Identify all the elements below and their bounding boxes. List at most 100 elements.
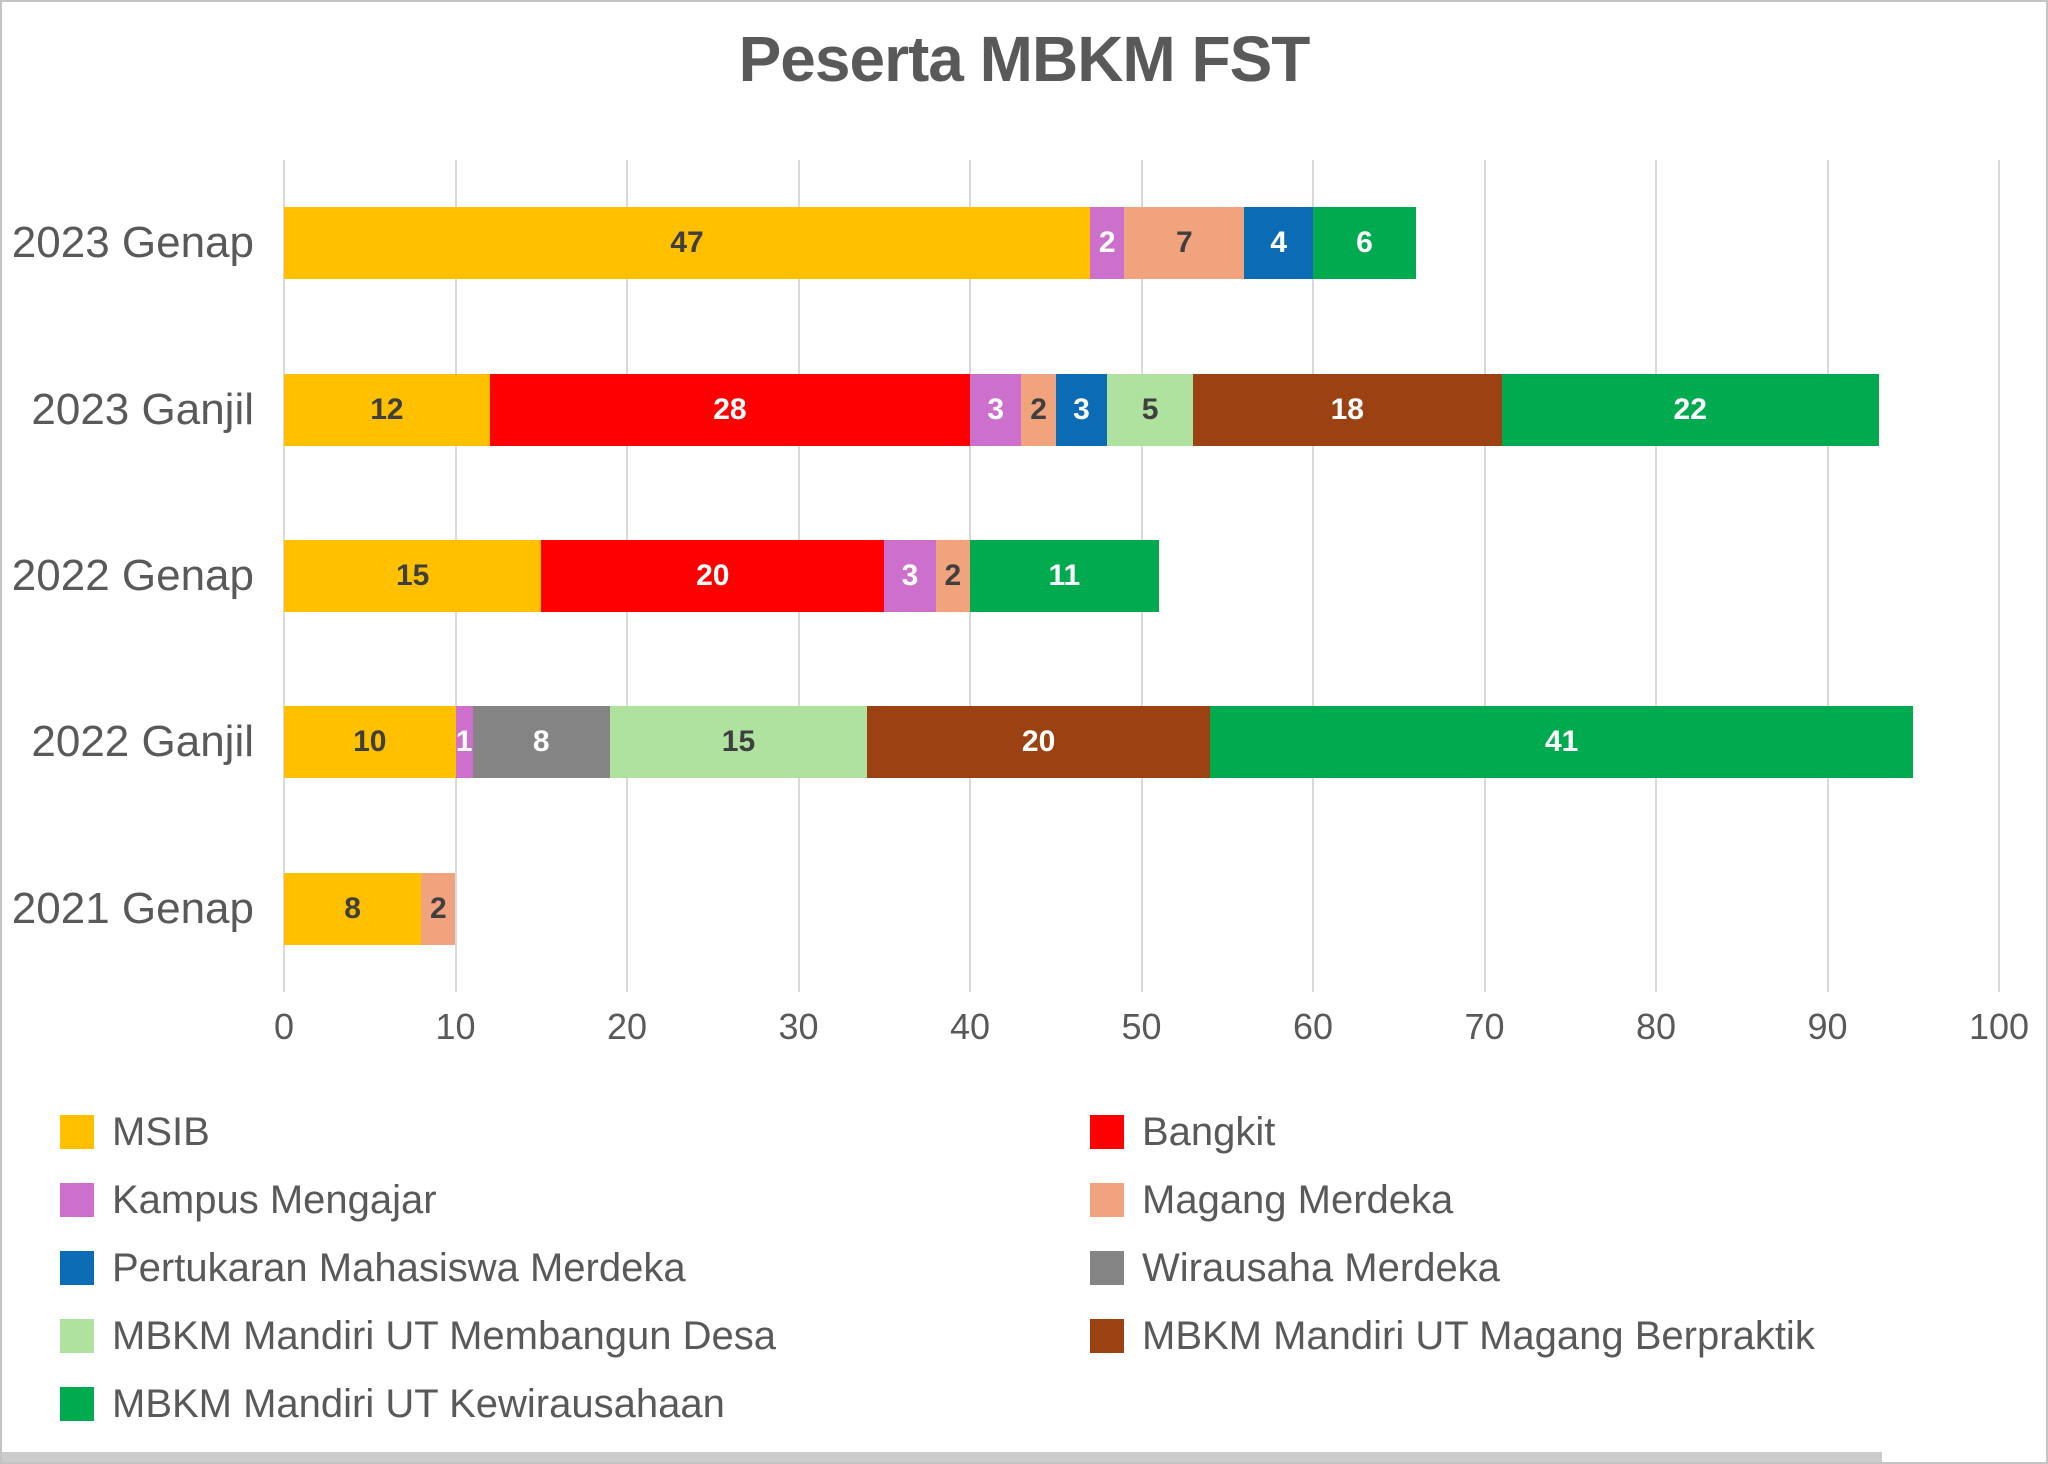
x-axis-tick-label: 60 [1292, 1006, 1334, 1047]
bar-segment-value: 3 [1073, 392, 1090, 426]
y-axis-category-label: 2023 Ganjil [31, 384, 254, 434]
x-axis-tick-label: 10 [435, 1006, 476, 1047]
legend-item-label: Bangkit [1142, 1109, 1276, 1154]
bar-segment: 47 [284, 207, 1091, 280]
bar-segment-value: 6 [1356, 226, 1373, 260]
legend-item: MBKM Mandiri UT Kewirausahaan [60, 1370, 1090, 1438]
bar-segment-value: 12 [370, 392, 404, 426]
bar-segment-value: 2 [429, 891, 447, 925]
legend-item-label: MSIB [112, 1109, 210, 1154]
bar-segment-value: 3 [901, 559, 919, 592]
legend-item-label: Magang Merdeka [1142, 1177, 1454, 1222]
x-axis-tick-label: 40 [949, 1006, 991, 1047]
bar-segment: 41 [1210, 706, 1914, 779]
bar-segment-value: 47 [670, 226, 704, 260]
x-axis-tick-label: 70 [1464, 1006, 1505, 1047]
bar-segment-value: 11 [1048, 559, 1081, 592]
gridline [1483, 160, 1486, 992]
x-axis-tick-label: 100 [1968, 1006, 2030, 1047]
bar-segment-value: 20 [1021, 725, 1056, 759]
chart-legend: MSIB Bangkit Kampus Mengajar Magang Merdeka… [60, 1098, 2026, 1438]
bar-segment: 2 [1090, 207, 1125, 280]
legend-item-label: MBKM Mandiri UT Kewirausahaan [112, 1381, 725, 1426]
bar-segment: 15 [609, 706, 868, 779]
y-axis-category-label: 2021 Genap [11, 883, 254, 933]
bar-segment: 20 [867, 706, 1211, 779]
bar-segment-value: 8 [532, 725, 550, 759]
bar-segment-value: 41 [1544, 725, 1579, 759]
legend-item-label: MBKM Mandiri UT Magang Berpraktik [1142, 1313, 1815, 1358]
legend-swatch-icon [60, 1387, 94, 1421]
bar-segment-value: 10 [353, 725, 387, 759]
legend-item: MBKM Mandiri UT Magang Berpraktik [1090, 1302, 2026, 1370]
x-axis-tick-label: 50 [1121, 1006, 1162, 1047]
gridline [1826, 160, 1829, 992]
bar-segment-value: 5 [1141, 392, 1159, 426]
bottom-scrollbar-strip[interactable] [2, 1452, 1882, 1462]
gridline [1655, 160, 1657, 992]
bar-segment-value: 1 [455, 725, 473, 759]
bar-segment: 10 [284, 706, 456, 779]
bar-segment-value: 2 [1098, 226, 1116, 260]
x-axis-tick-labels: 0 10 20 30 40 50 60 70 80 90 100 [274, 1006, 2029, 1056]
bar-segment-value: 15 [395, 559, 430, 592]
legend-item-label: Wirausaha Merdeka [1142, 1245, 1500, 1290]
x-axis-tick-label: 90 [1807, 1006, 1848, 1047]
bar-segment: 18 [1192, 373, 1502, 446]
bar-segment: 12 [284, 373, 490, 446]
bar-segment: 15 [284, 540, 542, 612]
y-axis-category-label: 2022 Ganjil [31, 717, 254, 767]
legend-swatch-icon [60, 1319, 94, 1353]
bar-segment-value: 8 [344, 891, 361, 925]
bar-segment: 2 [935, 540, 970, 612]
legend-item: Kampus Mengajar [60, 1166, 1090, 1234]
bar-segment-value: 7 [1176, 226, 1193, 260]
legend-item: Pertukaran Mahasiswa Merdeka [60, 1234, 1090, 1302]
bar-segment: 5 [1107, 373, 1193, 446]
bar-segment-value: 15 [721, 725, 756, 759]
plot-area: 47 2 7 4 6 12 28 3 2 3 5 18 22 15 20 3 2 11 10 1 8 15 20 41 8 2 [283, 160, 2000, 992]
legend-item-label: Kampus Mengajar [112, 1177, 437, 1222]
legend-swatch-icon [60, 1183, 94, 1217]
chart-title: Peserta MBKM FST [738, 23, 1311, 95]
legend-item: Bangkit [1090, 1098, 2026, 1166]
bar-segment: 2 [421, 872, 456, 945]
bar-segment: 3 [884, 540, 936, 612]
bar-segment-value: 18 [1330, 392, 1364, 426]
bar-segment-value: 20 [696, 559, 730, 592]
legend-item-label: Pertukaran Mahasiswa Merdeka [112, 1245, 686, 1290]
bar-segment: 8 [472, 706, 610, 779]
legend-swatch-icon [1090, 1319, 1124, 1353]
legend-item: Magang Merdeka [1090, 1166, 2026, 1234]
bar-segment: 3 [969, 373, 1022, 446]
bar-segment: 3 [1055, 373, 1108, 446]
bar-segment-value: 2 [944, 559, 962, 592]
y-axis-category-labels: 2023 Genap 2023 Ganjil 2022 Genap 2022 Ganj… [2, 160, 254, 992]
legend-item-label: MBKM Mandiri UT Membangun Desa [112, 1313, 776, 1358]
bar-segment: 11 [969, 540, 1159, 612]
bar-row: 12 28 3 2 3 5 18 22 [284, 373, 1999, 446]
legend-item: MSIB [60, 1098, 1090, 1166]
bar-segment-value: 4 [1270, 226, 1288, 260]
x-axis-tick-label: 30 [778, 1006, 819, 1047]
bar-segment: 22 [1501, 373, 1879, 446]
bar-segment: 28 [489, 373, 970, 446]
gridline [1312, 160, 1314, 992]
bar-segment: 1 [455, 706, 473, 779]
legend-swatch-icon [1090, 1115, 1124, 1149]
bar-segment: 20 [541, 540, 885, 612]
bar-segment-value: 22 [1673, 392, 1707, 426]
legend-swatch-icon [1090, 1251, 1124, 1285]
bar-row: 47 2 7 4 6 [284, 207, 1999, 280]
bar-segment-value: 2 [1030, 392, 1047, 426]
gridline [1998, 160, 2000, 992]
bar-segment: 7 [1124, 207, 1245, 280]
bar-segment: 6 [1312, 207, 1416, 280]
legend-swatch-icon [60, 1251, 94, 1285]
legend-swatch-icon [1090, 1183, 1124, 1217]
bar-segment-value: 3 [987, 392, 1005, 426]
bar-segment-value: 28 [713, 392, 747, 426]
bar-segment: 4 [1244, 207, 1313, 280]
